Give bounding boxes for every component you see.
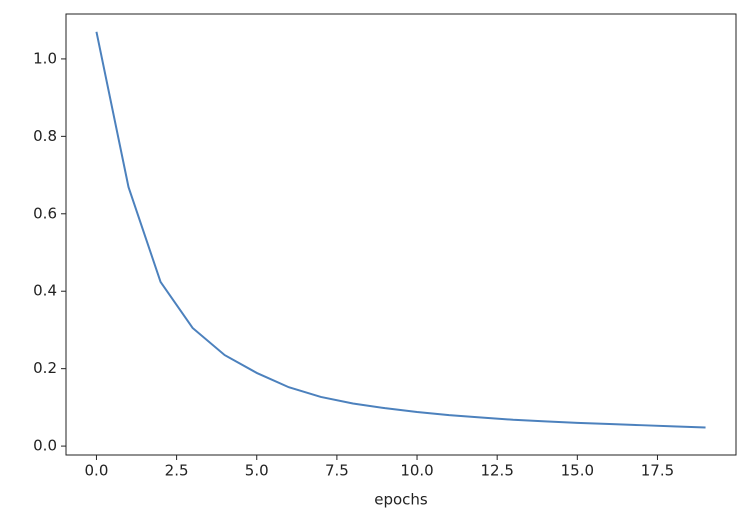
x-tick-label: 7.5 xyxy=(325,462,349,480)
x-axis-label: epochs xyxy=(374,491,428,509)
x-tick-label: 5.0 xyxy=(245,462,269,480)
y-tick-label: 0.6 xyxy=(33,204,57,222)
x-tick-label: 12.5 xyxy=(480,462,513,480)
line xyxy=(95,31,706,429)
plot-frame xyxy=(65,13,737,456)
y-tick-label: 1.0 xyxy=(33,49,57,67)
x-tick-label: 10.0 xyxy=(400,462,433,480)
y-tick-label: 0.8 xyxy=(33,127,57,145)
x-tick-label: 0.0 xyxy=(85,462,109,480)
y-tick-label: 0.0 xyxy=(33,437,57,455)
x-tick-label: 17.5 xyxy=(641,462,674,480)
x-tick-label: 15.0 xyxy=(561,462,594,480)
x-tick-label: 2.5 xyxy=(165,462,189,480)
y-tick-label: 0.2 xyxy=(33,359,57,377)
y-tick-label: 0.4 xyxy=(33,282,57,300)
